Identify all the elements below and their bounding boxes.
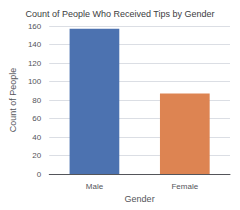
svg-text:160: 160 xyxy=(28,22,42,31)
svg-text:Female: Female xyxy=(171,182,198,191)
svg-text:Count of People: Count of People xyxy=(8,68,18,133)
svg-text:Male: Male xyxy=(86,182,104,191)
svg-text:60: 60 xyxy=(32,114,41,123)
svg-text:Gender: Gender xyxy=(125,194,155,204)
svg-text:20: 20 xyxy=(32,151,41,160)
svg-text:140: 140 xyxy=(28,40,42,49)
svg-text:120: 120 xyxy=(28,59,42,68)
svg-text:40: 40 xyxy=(32,133,41,142)
svg-text:100: 100 xyxy=(28,77,42,86)
svg-text:Count of People Who Received T: Count of People Who Received Tips by Gen… xyxy=(25,9,214,19)
svg-text:0: 0 xyxy=(37,170,42,179)
svg-text:80: 80 xyxy=(32,96,41,105)
